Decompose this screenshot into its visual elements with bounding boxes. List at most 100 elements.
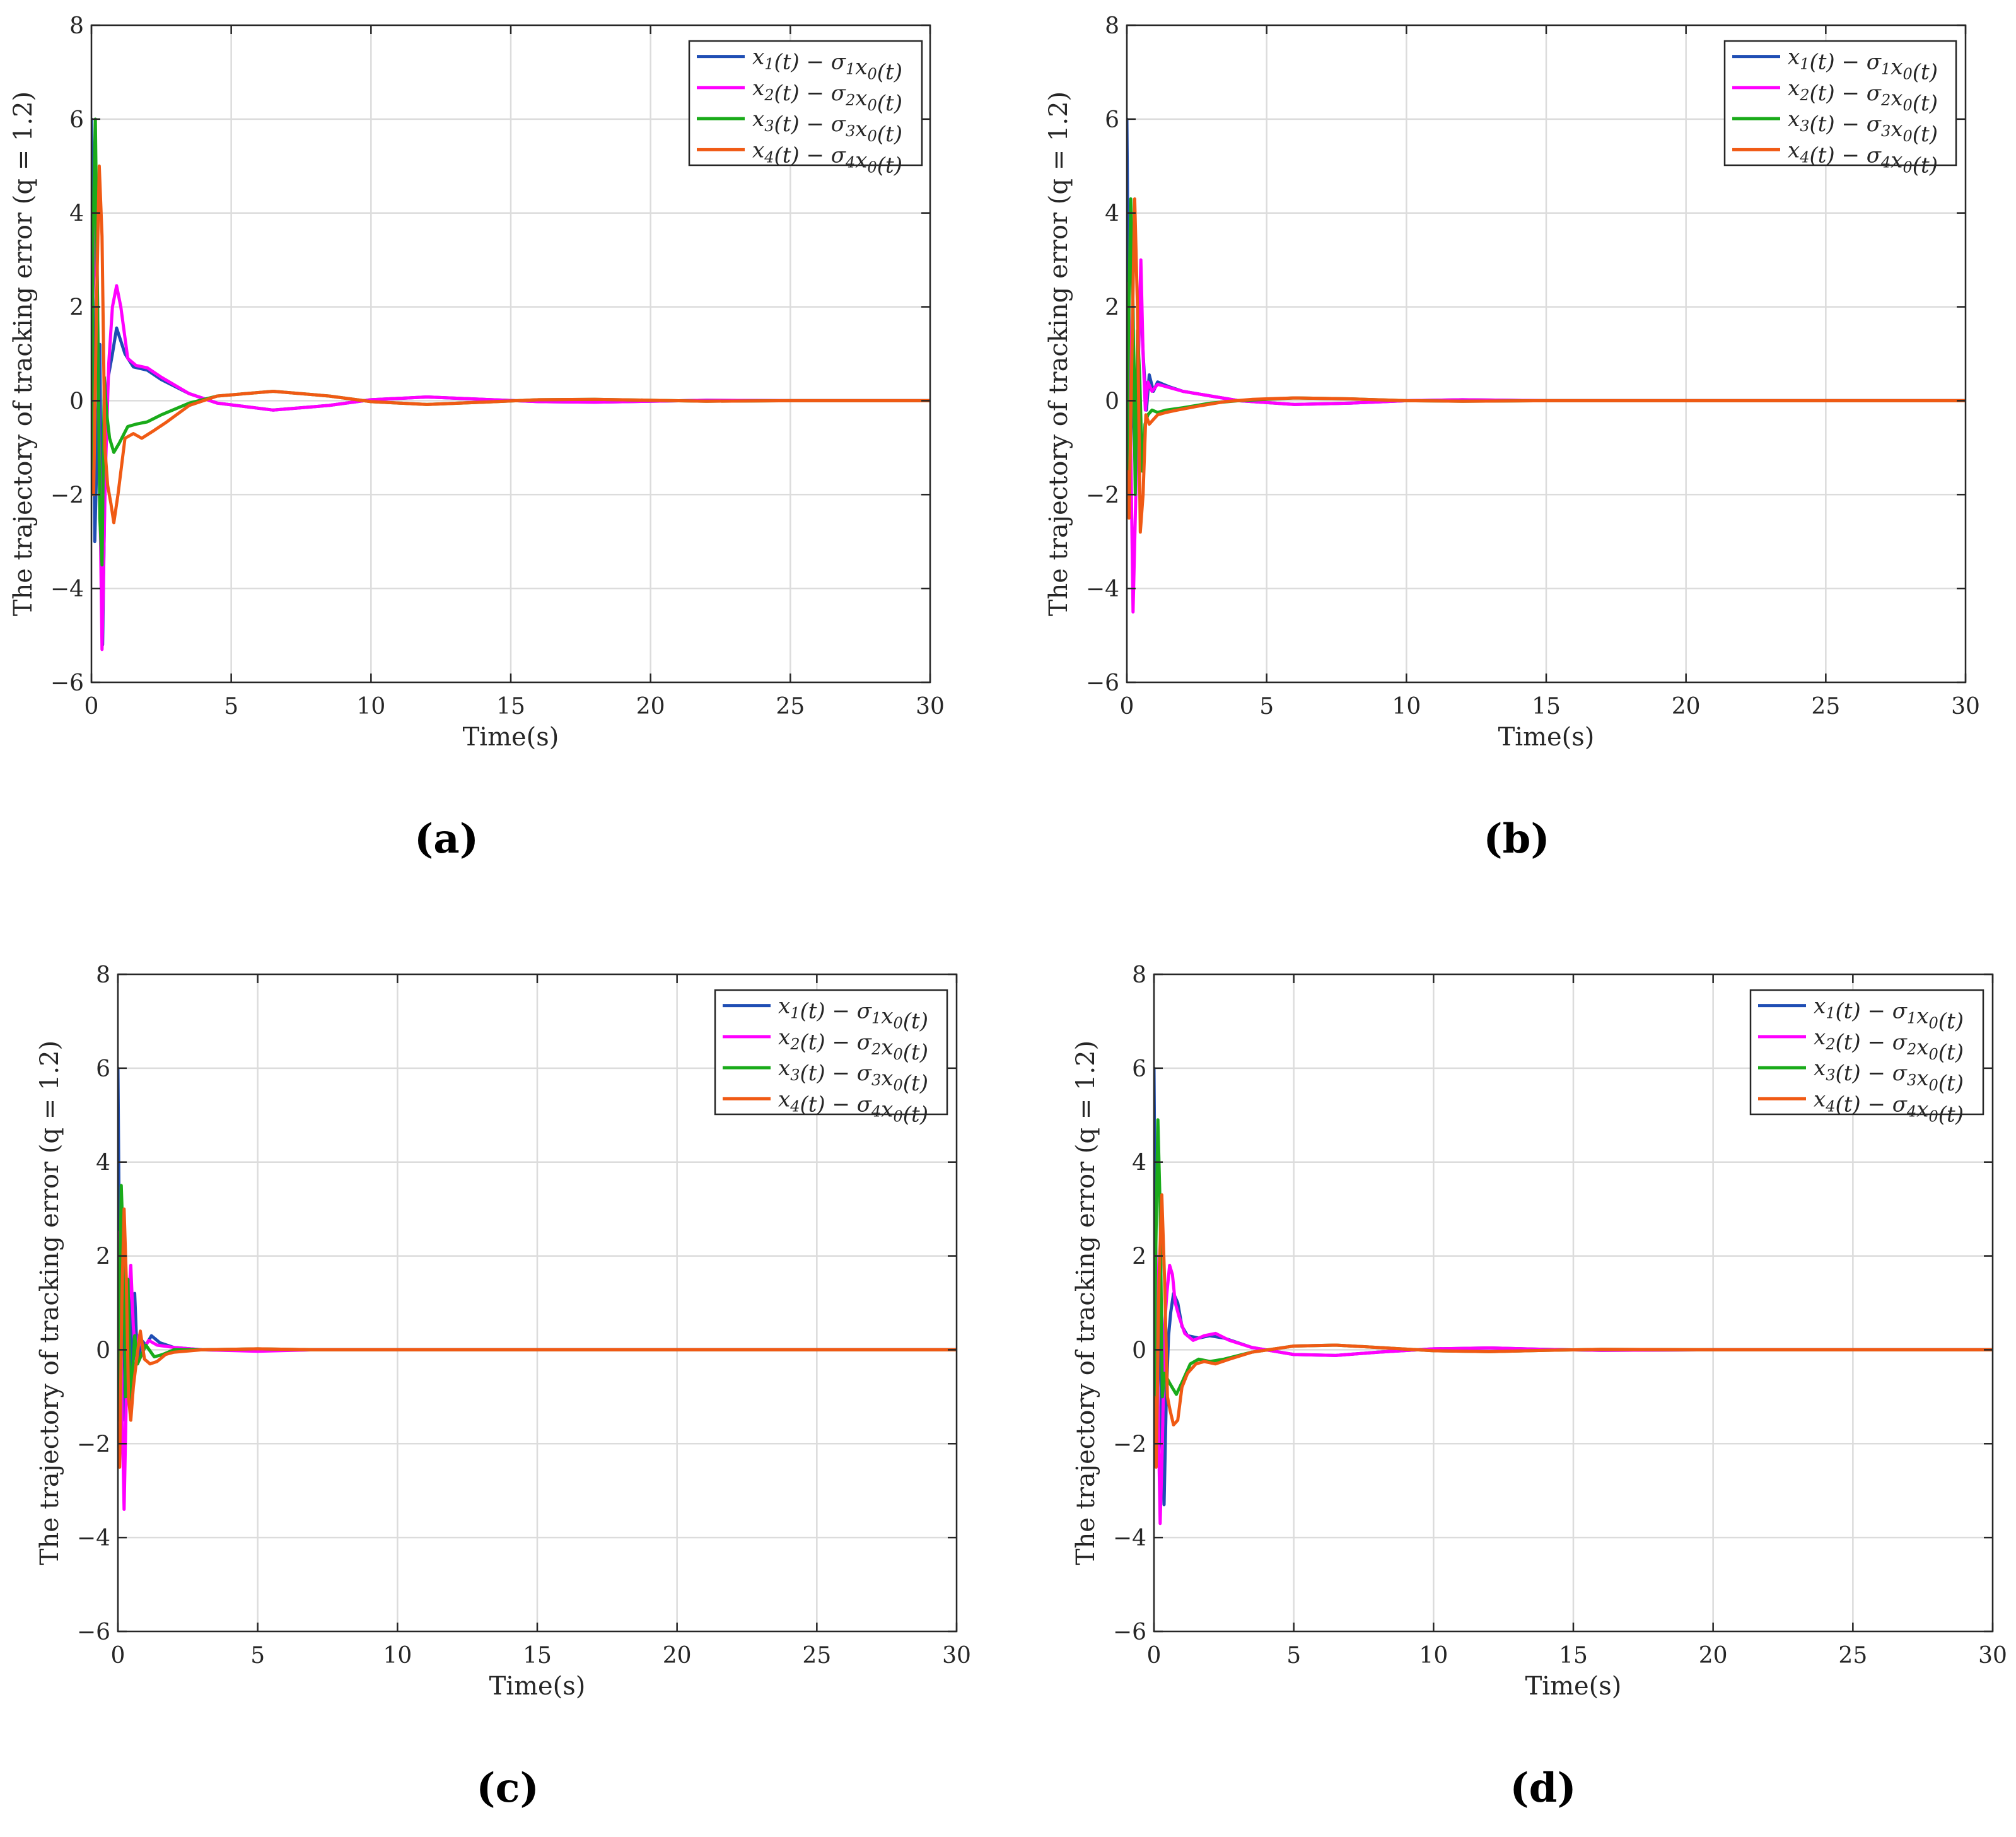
y-tick-label: 0 [1132,1338,1146,1363]
x-tick-label: 15 [1559,1643,1588,1669]
y-tick-label: 2 [1105,295,1119,321]
legend-label-4: x4(t) − σ4x0(t) [1814,1087,1964,1127]
y-tick-label: −2 [50,482,84,508]
legend: x1(t) − σ1x0(t)x2(t) − σ2x0(t)x3(t) − σ3… [1723,40,1957,178]
x-tick-label: 30 [1978,1643,2007,1669]
x-tick-label: 10 [356,694,385,720]
series-group [1154,1066,1993,1525]
y-tick-label: 8 [1132,962,1146,988]
y-tick-label: 8 [1105,13,1119,39]
series-line-2 [1154,1230,1993,1525]
legend-label-3: x3(t) − σ3x0(t) [778,1056,928,1096]
legend-box [1749,989,1984,1116]
chart-panel-c: 0 5 10 15 20 25 30 −6 −4 −2 0 2 4 6 8 Time(s) The trajec… [35,962,971,1812]
y-tick-label: 8 [96,962,110,988]
y-tick-label: −6 [77,1619,110,1645]
chart-panel-a: 0 5 10 15 20 25 30 −6 −4 −2 0 2 4 6 8 Time(s) The trajec… [9,13,945,863]
legend-label-1: x1(t) − σ1x0(t) [778,994,928,1034]
series-line-4 [1127,197,1966,534]
series-group [91,117,930,651]
y-tick-label: 4 [69,201,84,227]
x-tick-label: 5 [250,1643,265,1669]
legend-label-1: x1(t) − σ1x0(t) [1788,45,1938,85]
y-tick-label: 4 [96,1150,110,1176]
x-tick-label: 15 [1532,694,1561,720]
x-tick-label: 10 [1419,1643,1448,1669]
legend-label-3: x3(t) − σ3x0(t) [1814,1056,1964,1096]
legend-label-4: x4(t) − σ4x0(t) [752,137,902,178]
legend-label-2: x2(t) − σ2x0(t) [778,1025,928,1065]
x-tick-label: 5 [1286,1643,1301,1669]
y-tick-label: −2 [1113,1432,1146,1457]
panel-caption: (a) [414,815,479,863]
legend-box [688,40,923,166]
y-tick-label: 8 [69,13,84,39]
y-tick-label: 2 [69,295,84,321]
y-tick-label: −4 [1113,1525,1146,1551]
y-tick-label: 2 [96,1244,110,1270]
legend-label-1: x1(t) − σ1x0(t) [752,45,902,85]
y-axis-label: The trajectory of tracking error (q = 1.… [35,1041,64,1565]
x-tick-label: 15 [496,694,525,720]
panel-caption: (b) [1483,815,1549,863]
x-tick-label: 30 [942,1643,971,1669]
legend-label-4: x4(t) − σ4x0(t) [778,1087,928,1127]
series-line-4 [91,164,930,525]
x-tick-label: 25 [776,694,805,720]
y-tick-label: −4 [1086,576,1119,602]
y-tick-label: 6 [69,107,84,133]
x-tick-label: 30 [1951,694,1980,720]
y-tick-label: 6 [1132,1056,1146,1082]
y-tick-label: 6 [1105,107,1119,133]
y-tick-label: 4 [1132,1150,1146,1176]
y-tick-label: 0 [96,1338,110,1363]
x-tick-label: 15 [523,1643,552,1669]
x-tick-label: 20 [663,1643,692,1669]
x-tick-label: 0 [1147,1643,1162,1669]
x-tick-label: 0 [1120,694,1134,720]
panel-caption: (c) [476,1764,539,1812]
legend-box [714,989,948,1116]
x-axis-label: Time(s) [489,1672,586,1701]
y-tick-label: −6 [1086,670,1119,696]
legend: x1(t) − σ1x0(t)x2(t) − σ2x0(t)x3(t) − σ3… [1749,989,1984,1127]
y-tick-label: −4 [77,1525,110,1551]
x-tick-label: 0 [84,694,99,720]
y-tick-label: 0 [69,388,84,414]
y-tick-label: 2 [1132,1244,1146,1270]
chart-panel-d: 0 5 10 15 20 25 30 −6 −4 −2 0 2 4 6 8 Time(s) The trajec… [1071,962,2007,1812]
y-tick-label: 6 [96,1056,110,1082]
y-axis-label: The trajectory of tracking error (q = 1.… [1071,1041,1100,1565]
y-axis-label: The trajectory of tracking error (q = 1.… [9,91,38,616]
legend-box [1723,40,1957,166]
series-line-4 [1154,1193,1993,1469]
legend-label-2: x2(t) − σ2x0(t) [1814,1025,1964,1065]
x-tick-label: 0 [111,1643,125,1669]
y-tick-label: −6 [1113,1619,1146,1645]
x-tick-label: 20 [1672,694,1701,720]
y-tick-label: 0 [1105,388,1119,414]
x-axis-label: Time(s) [1525,1672,1622,1701]
x-tick-label: 20 [636,694,665,720]
legend-label-2: x2(t) − σ2x0(t) [752,76,902,116]
legend: x1(t) − σ1x0(t)x2(t) − σ2x0(t)x3(t) − σ3… [688,40,923,178]
legend-label-3: x3(t) − σ3x0(t) [752,107,902,147]
y-tick-label: −2 [77,1432,110,1457]
y-tick-label: −2 [1086,482,1119,508]
series-group [1127,117,1966,614]
y-tick-label: −6 [50,670,84,696]
series-line-2 [91,211,930,651]
y-tick-label: −4 [50,576,84,602]
x-tick-label: 5 [224,694,238,720]
x-tick-label: 20 [1699,1643,1728,1669]
x-tick-label: 25 [1838,1643,1867,1669]
x-axis-label: Time(s) [1498,723,1595,752]
x-tick-label: 10 [383,1643,412,1669]
panel-caption: (d) [1510,1764,1576,1812]
x-tick-label: 25 [802,1643,831,1669]
legend-label-3: x3(t) − σ3x0(t) [1788,107,1938,147]
legend-label-4: x4(t) − σ4x0(t) [1788,137,1938,178]
x-tick-label: 5 [1259,694,1274,720]
x-tick-label: 25 [1811,694,1840,720]
